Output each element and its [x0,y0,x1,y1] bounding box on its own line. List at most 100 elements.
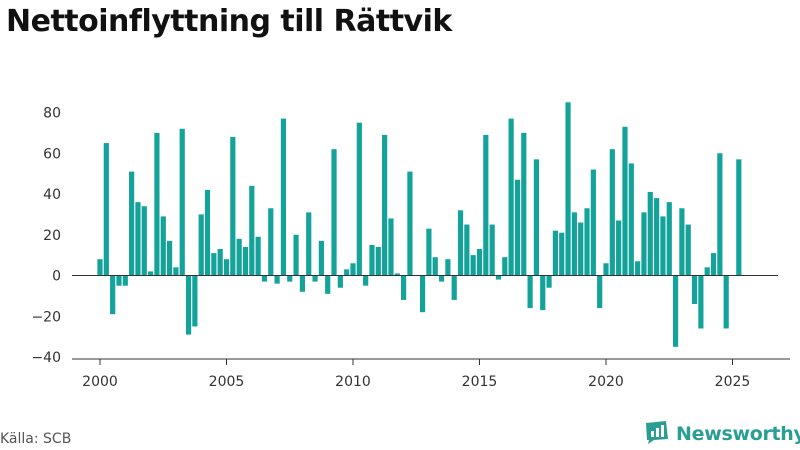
y-tick-label: 20 [43,228,61,244]
data-bar [419,275,426,313]
data-bar [609,149,615,276]
data-bar [698,275,704,329]
data-bar [407,171,413,276]
data-bar [533,159,540,276]
data-bar [489,224,495,276]
data-bar [401,275,407,300]
data-bar [622,126,628,276]
data-bar [464,224,470,276]
data-bar [578,222,584,276]
brand-logo[interactable]: Newsworthy [644,421,800,447]
data-bar [363,275,369,286]
data-bar [344,269,350,276]
data-bar [148,271,154,276]
data-bar [685,224,691,276]
data-bar [280,118,287,276]
data-bar [679,208,685,276]
data-bar [318,240,324,276]
data-bar [293,234,299,276]
data-bar [508,118,514,276]
y-tick-label: 80 [43,106,61,122]
data-bar [198,214,204,276]
page-title: Nettoinflyttning till Rättvik [6,4,452,39]
data-bar [185,275,192,335]
data-bar [723,275,729,329]
data-bar [635,261,641,276]
x-tick-label: 2010 [335,374,371,390]
data-bar [432,257,438,276]
y-tick-label: 40 [43,187,61,203]
data-bar [445,259,451,276]
data-bar [616,220,622,276]
data-bar [603,263,609,276]
data-bar [122,275,128,286]
data-bar [154,132,160,276]
data-bar [590,169,596,276]
data-bar [325,275,331,294]
data-bar [129,171,135,276]
data-bar [255,236,261,276]
bar-series [97,102,742,347]
data-bar [470,255,476,276]
data-bar [628,163,634,276]
data-bar [110,275,116,315]
data-bar [223,259,230,276]
data-bar [704,267,710,276]
x-tick-label: 2005 [209,374,245,390]
data-bar [249,185,255,276]
data-bar [299,275,305,292]
newsworthy-logo-icon [644,419,670,449]
data-bar [641,212,647,276]
data-bar [559,232,565,276]
data-bar [211,253,217,276]
data-bar [287,275,293,282]
data-bar [438,275,445,282]
data-bar [312,275,318,282]
x-tick-label: 2020 [588,374,624,390]
y-tick-label: 0 [52,269,61,285]
data-bar [451,275,457,300]
data-bar [160,216,166,276]
data-bar [514,179,521,276]
data-bar [584,208,590,276]
data-bar [736,159,742,276]
y-tick-label: −20 [31,309,61,325]
data-bar [230,136,236,276]
data-bar [135,202,141,276]
data-bar [426,228,432,276]
data-bar [502,257,508,276]
data-bar [672,275,679,347]
data-bar [331,149,337,276]
data-bar [236,238,242,276]
source-note: Källa: SCB [0,431,72,447]
data-bar [382,134,388,276]
data-bar [274,275,280,284]
data-bar [375,246,381,276]
data-bar [356,122,362,276]
data-bar [141,206,147,276]
data-bar [457,210,464,276]
data-bar [204,189,211,276]
data-bar [306,212,312,276]
brand-name: Newsworthy [676,423,800,445]
data-bar [103,143,109,276]
data-bar [97,259,103,276]
data-bar [660,216,666,276]
data-bar [647,191,653,276]
x-tick-label: 2015 [462,374,498,390]
data-bar [483,134,489,276]
data-bar [192,275,198,327]
y-tick-label: −40 [31,350,61,366]
data-bar [166,240,173,276]
data-bar [654,198,660,276]
data-bar [173,267,179,276]
data-bar [369,244,375,276]
data-bar [717,153,723,276]
data-bar [242,246,249,276]
data-bar [540,275,546,311]
x-tick-label: 2000 [82,374,118,390]
data-bar [565,102,571,276]
data-bar [217,249,223,276]
data-bar [710,253,717,276]
data-bar [597,275,603,309]
